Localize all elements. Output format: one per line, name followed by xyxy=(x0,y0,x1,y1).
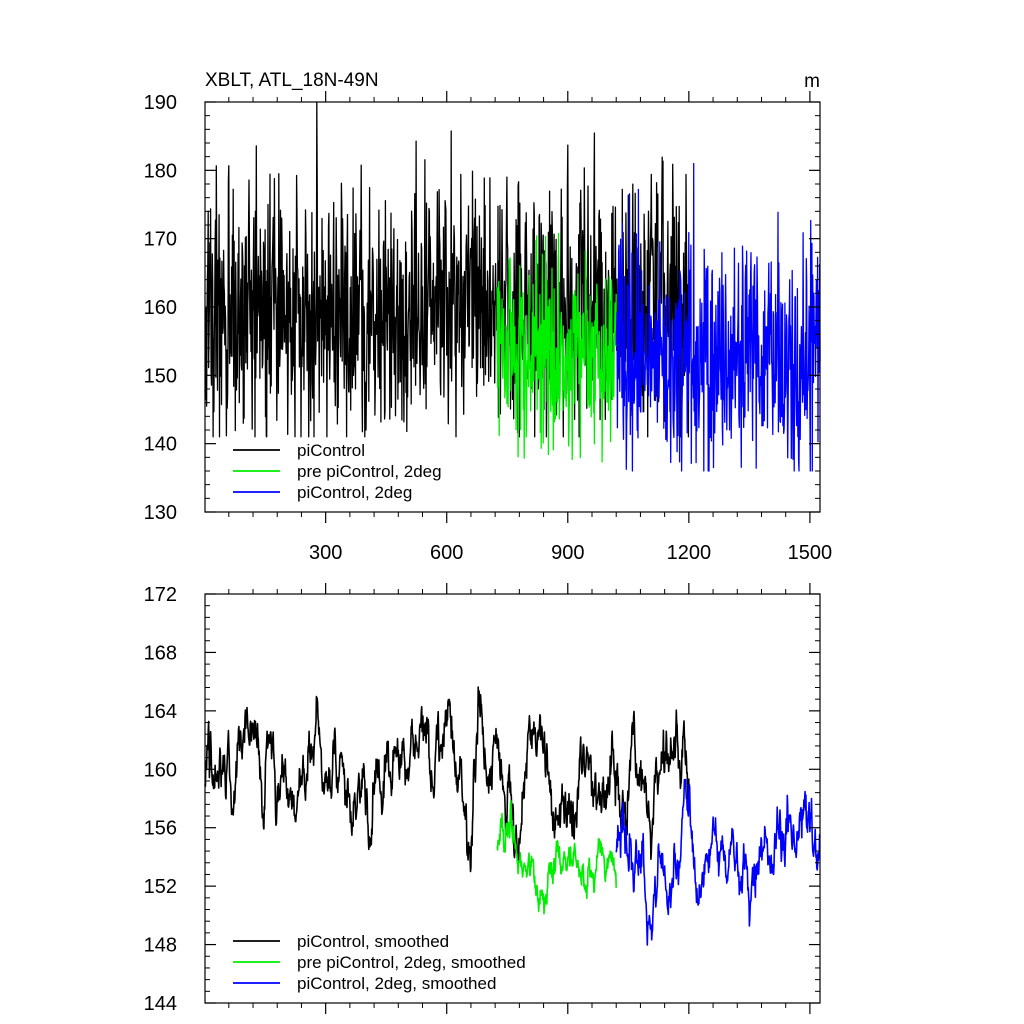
series-line-2 xyxy=(496,800,617,915)
legend-label: pre piControl, 2deg xyxy=(297,462,442,481)
x-tick-label: 1200 xyxy=(667,542,712,564)
y-tick-label: 168 xyxy=(144,642,177,664)
y-tick-label: 150 xyxy=(144,365,177,387)
bottom-legend: piControl, smoothed pre piControl, 2deg, … xyxy=(233,932,526,993)
series-line-1 xyxy=(204,686,690,873)
top-legend: piControl pre piControl, 2deg piControl, 2… xyxy=(233,441,442,502)
units-label: m xyxy=(804,71,820,92)
legend-label: piControl, 2deg xyxy=(297,483,412,502)
y-tick-label: 164 xyxy=(144,701,177,723)
bottom-axes: 144 148 152 156 160 164 168 172 xyxy=(144,583,821,1015)
x-tick-label: 300 xyxy=(309,542,342,564)
y-tick-label: 148 xyxy=(144,935,177,957)
series-line-3 xyxy=(615,778,821,946)
y-tick-label: 152 xyxy=(144,876,177,898)
y-tick-label: 190 xyxy=(144,92,177,114)
plot-frame xyxy=(204,593,821,1004)
series-line-3 xyxy=(615,162,821,472)
chart-title: XBLT, ATL_18N-49N xyxy=(205,70,379,91)
x-tick-label: 900 xyxy=(551,542,584,564)
y-tick-label: 130 xyxy=(144,502,177,524)
series-line-1 xyxy=(204,101,690,438)
bottom-series-lines xyxy=(204,686,821,946)
y-tick-label: 140 xyxy=(144,434,177,456)
y-tick-label: 172 xyxy=(144,584,177,606)
y-tick-label: 144 xyxy=(144,993,177,1015)
bottom-panel: 144 148 152 156 160 164 168 172 piControl, smoo… xyxy=(144,583,821,1015)
y-tick-label: 180 xyxy=(144,160,177,182)
y-tick-label: 160 xyxy=(144,297,177,319)
legend-label: pre piControl, 2deg, smoothed xyxy=(297,953,526,972)
legend-label: piControl, smoothed xyxy=(297,932,449,951)
series-line-2 xyxy=(496,232,617,463)
x-tick-label: 1500 xyxy=(788,542,833,564)
top-series-lines xyxy=(204,101,821,472)
y-tick-label: 170 xyxy=(144,229,177,251)
legend-label: piControl, 2deg, smoothed xyxy=(297,974,496,993)
y-tick-label: 156 xyxy=(144,818,177,840)
top-panel: XBLT, ATL_18N-49N m 130 140 150 160 170 180 19… xyxy=(144,70,833,564)
x-tick-label: 600 xyxy=(430,542,463,564)
legend-label: piControl xyxy=(297,441,365,460)
top-axes: 130 140 150 160 170 180 190 300 600 900 1200 1500 xyxy=(144,91,833,564)
y-tick-label: 160 xyxy=(144,759,177,781)
